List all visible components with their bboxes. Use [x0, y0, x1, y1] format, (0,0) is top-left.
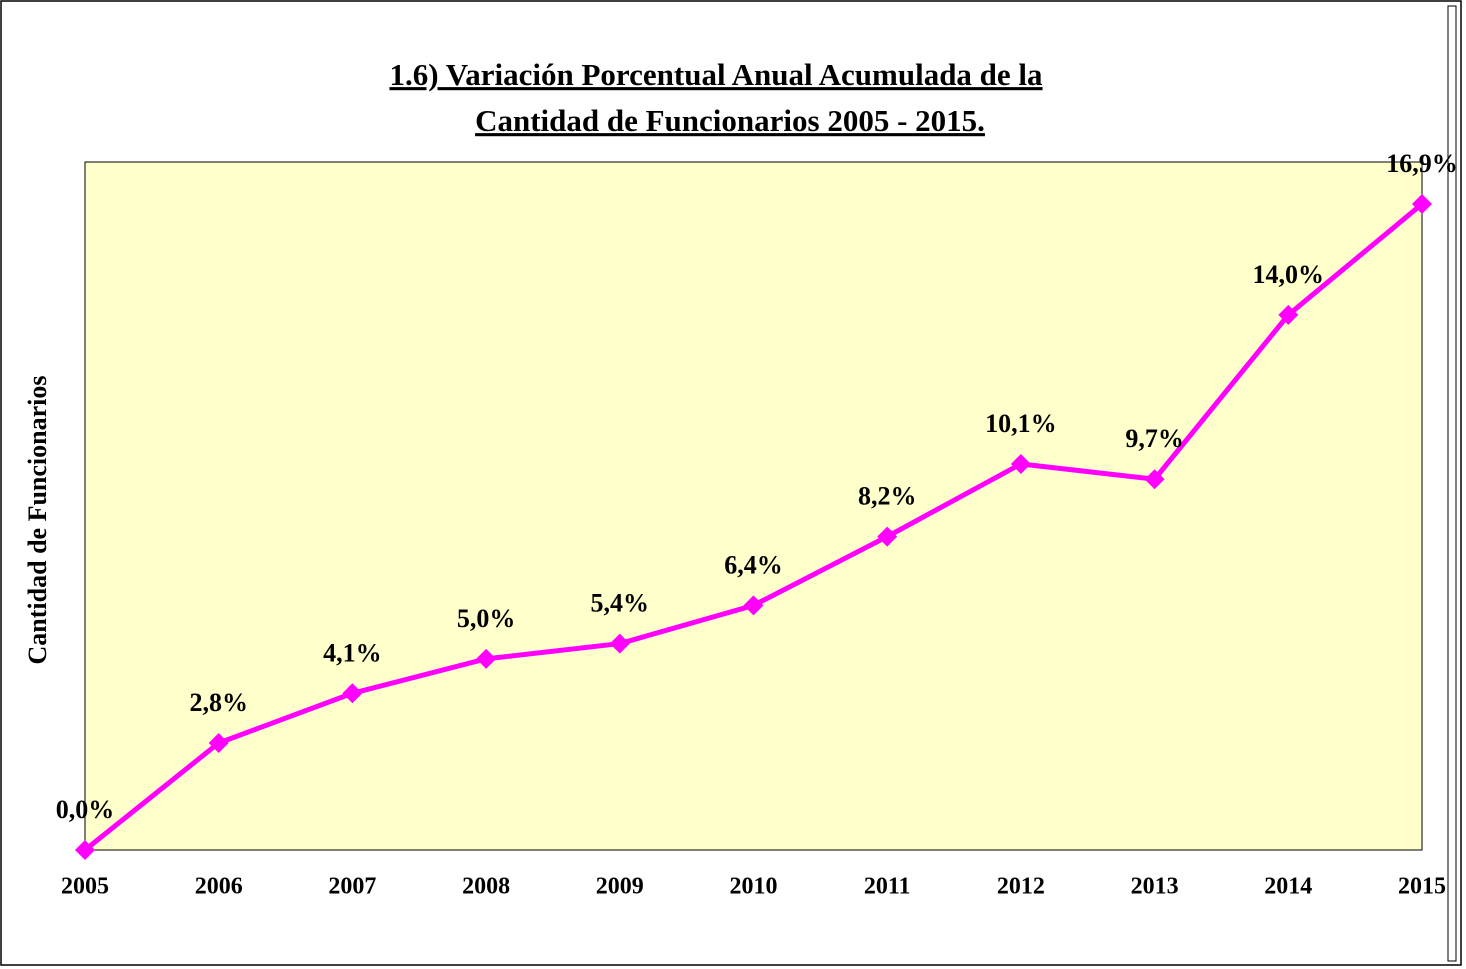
marker [1144, 469, 1165, 490]
marker [1278, 304, 1299, 325]
data-label: 5,0% [457, 604, 516, 633]
x-tick-label: 2013 [1131, 874, 1179, 900]
marker [342, 683, 363, 704]
chart-title: Cantidad de Funcionarios 2005 - 2015. [475, 103, 985, 138]
frame-edge [1447, 5, 1457, 962]
data-label: 5,4% [591, 589, 650, 618]
x-tick-label: 2010 [730, 874, 778, 900]
x-tick-label: 2007 [328, 874, 376, 900]
x-tick-label: 2009 [596, 874, 644, 900]
data-label: 9,7% [1125, 424, 1184, 453]
marker [476, 648, 497, 669]
x-tick-label: 2014 [1264, 874, 1312, 900]
data-label: 6,4% [724, 550, 783, 579]
x-tick-label: 2012 [997, 874, 1045, 900]
data-label: 2,8% [189, 688, 248, 717]
data-label: 14,0% [1253, 260, 1325, 289]
marker [1010, 453, 1031, 474]
plot-area [84, 161, 1423, 851]
marker [1412, 194, 1432, 215]
data-label: 4,1% [323, 638, 382, 667]
x-tick-label: 2008 [462, 874, 510, 900]
y-axis-label: Cantidad de Funcionarios [23, 376, 52, 665]
data-label: 8,2% [858, 482, 917, 511]
data-label: 10,1% [985, 409, 1057, 438]
marker [609, 633, 630, 654]
data-label: 0,0% [56, 795, 115, 824]
chart-title: 1.6) Variación Porcentual Anual Acumulad… [389, 57, 1043, 92]
x-tick-label: 2005 [61, 874, 109, 900]
x-tick-label: 2006 [195, 874, 243, 900]
data-label: 16,9% [1386, 149, 1458, 178]
x-tick-label: 2015 [1398, 874, 1446, 900]
marker [877, 526, 898, 547]
x-tick-label: 2011 [864, 874, 911, 900]
marker [208, 732, 229, 753]
marker [75, 840, 95, 860]
marker [743, 595, 764, 616]
